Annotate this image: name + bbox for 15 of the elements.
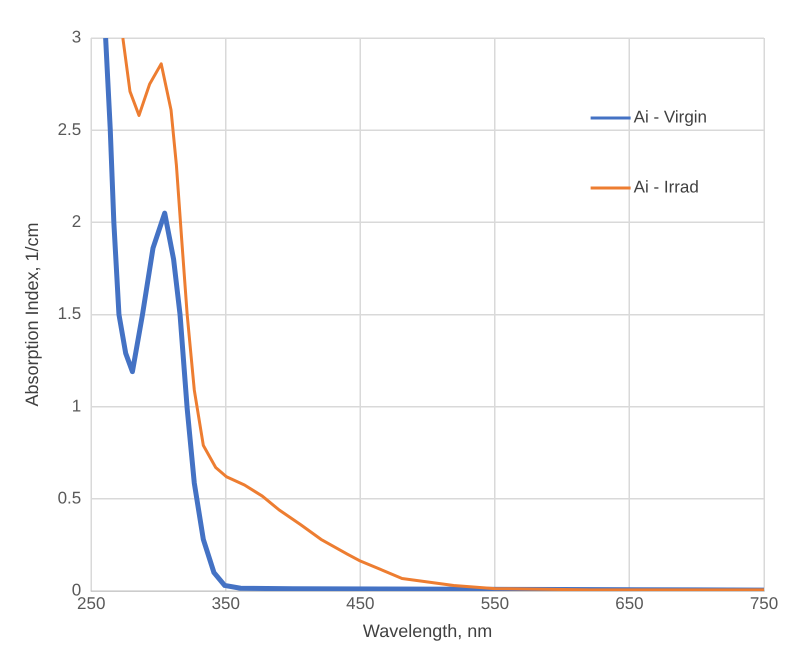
y-tick-label: 1.5 — [58, 304, 82, 324]
x-tick-label: 650 — [615, 594, 644, 613]
x-tick-label: 350 — [212, 594, 240, 613]
x-axis-title: Wavelength, nm — [362, 621, 492, 642]
y-tick-label: 2 — [72, 212, 82, 232]
y-tick-label: 0.5 — [58, 488, 82, 508]
x-tick-label: 750 — [750, 594, 778, 613]
y-tick-label: 2.5 — [58, 120, 82, 139]
x-tick-label: 450 — [346, 594, 375, 613]
y-tick-label: 3 — [72, 28, 82, 47]
legend-label: Ai - Virgin — [634, 108, 708, 127]
y-tick-label: 1 — [72, 396, 82, 416]
legend-label: Ai - Irrad — [634, 178, 699, 197]
y-axis-title: Absorption Index, 1/cm — [22, 222, 42, 407]
x-tick-label: 550 — [480, 594, 510, 613]
